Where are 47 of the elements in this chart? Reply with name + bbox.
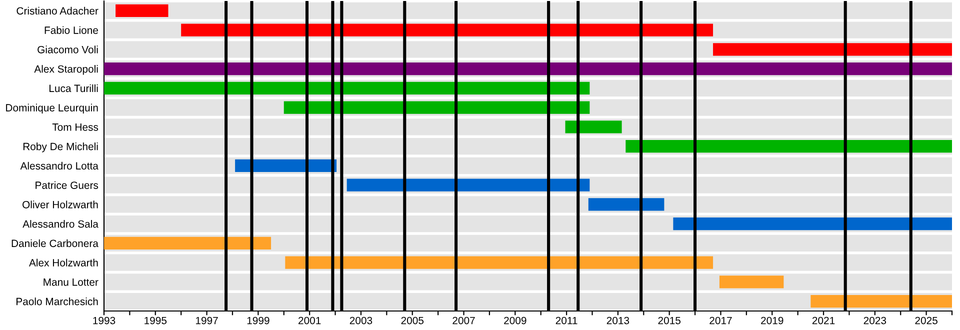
y-tick-label: Alessandro Lotta <box>20 162 98 170</box>
bar <box>104 82 590 94</box>
y-tick-label: Giacomo Voli <box>38 46 98 54</box>
y-tick-label: Alex Staropoli <box>34 65 98 75</box>
y-tick-label: Patrice Guers <box>36 181 98 189</box>
y-tick-label: Roby De Micheli <box>23 142 98 152</box>
bar <box>565 120 622 134</box>
x-tick-label: 2025 <box>915 316 938 324</box>
bar <box>719 276 784 288</box>
bar <box>810 295 952 308</box>
bar <box>673 218 952 230</box>
x-tick-label: 2009 <box>504 316 526 324</box>
x-tick-label: 2005 <box>401 316 424 324</box>
bar <box>104 236 272 250</box>
y-tick-label: Luca Turilli <box>50 84 98 92</box>
bar <box>713 43 952 56</box>
y-tick-label: Alessandro Sala <box>22 220 98 228</box>
x-tick-label: 1997 <box>196 316 218 324</box>
bar <box>181 24 714 36</box>
y-tick-label: Paolo Marchesich <box>16 298 98 306</box>
y-tick-label: Oliver Holzwarth <box>22 200 98 208</box>
y-tick-label: Fabio Lione <box>44 26 98 34</box>
x-tick-label: 2011 <box>556 316 578 324</box>
bar <box>588 198 664 211</box>
bar <box>626 140 952 153</box>
y-tick-label: Manu Lotter <box>44 278 98 286</box>
x-tick-label: 2017 <box>710 316 732 324</box>
bar <box>285 256 714 269</box>
y-tick-label: Tom Hess <box>52 124 98 131</box>
x-tick-label: 1995 <box>144 316 167 324</box>
y-tick-label: Alex Holzwarth <box>29 258 98 266</box>
x-tick-label: 2001 <box>298 316 321 324</box>
x-tick-label: 2015 <box>658 316 680 324</box>
x-tick-label: 2021 <box>812 316 835 324</box>
bar <box>235 159 337 172</box>
x-tick-label: 1999 <box>247 316 270 324</box>
x-tick-label: 2019 <box>761 316 784 324</box>
x-tick-label: 2013 <box>606 316 630 324</box>
y-tick-label: Dominique Leurquin <box>6 104 98 114</box>
x-tick-label: 2023 <box>864 316 886 324</box>
x-tick-label: 2007 <box>452 316 475 324</box>
y-tick-label: Cristiano Adacher <box>16 6 98 15</box>
x-tick-label: 2003 <box>350 316 372 324</box>
y-tick-label: Daniele Carbonera <box>12 239 98 248</box>
bar <box>346 178 590 192</box>
bar <box>116 4 168 17</box>
x-tick-label: 1993 <box>93 316 116 324</box>
